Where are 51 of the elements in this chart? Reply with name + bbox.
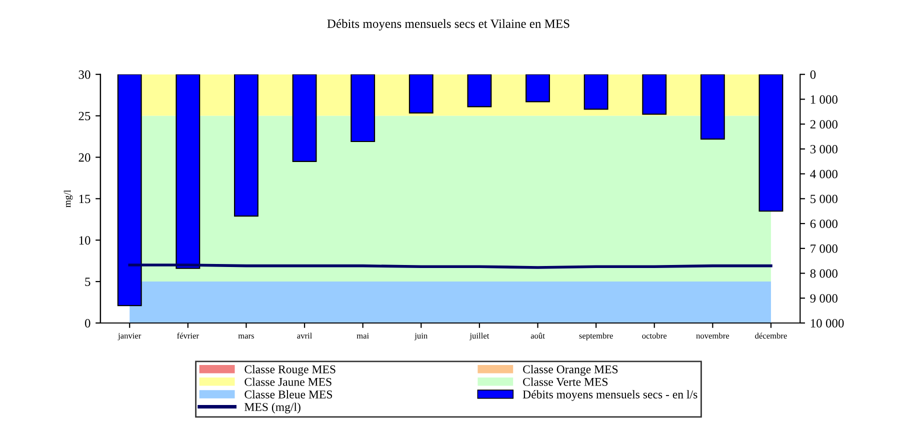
bar [467, 74, 492, 108]
legend-label: Classe Jaune MES [244, 378, 332, 386]
y2-tick-label: 8 000 [810, 269, 838, 278]
legend-label: Classe Verte MES [523, 378, 608, 386]
y2-tick-label: 6 000 [810, 220, 838, 228]
x-tick-label: septembre [579, 332, 613, 340]
x-tick-label: août [530, 332, 545, 339]
y2-tick-label: 5 000 [810, 194, 838, 204]
x-tick-label: mai [356, 332, 369, 339]
bar [758, 74, 784, 212]
y2-tick-label: 4 000 [810, 170, 838, 178]
x-tick-label: novembre [696, 332, 730, 339]
y2-tick-label: 0 [810, 70, 816, 79]
y-tick-label: 0 [84, 319, 90, 328]
y-tick-label: 30 [78, 70, 90, 79]
y2-tick-label: 2 000 [810, 120, 838, 129]
bar [234, 74, 258, 217]
x-tick-label: juin [414, 332, 428, 340]
y2-tick-label: 3 000 [810, 144, 838, 154]
legend-label: Classe Bleue MES [244, 390, 332, 398]
legend-label: Débits moyens mensuels secs - en l/s [522, 390, 698, 401]
y-tick-label: 15 [79, 194, 90, 204]
x-tick-label: avril [297, 332, 312, 339]
x-tick-label: février [177, 332, 199, 339]
bar [117, 74, 142, 306]
x-tick-label: juillet [469, 332, 490, 340]
chart-title: Débits moyens mensuels secs et Vilaine en MES [327, 19, 570, 31]
y2-tick-label: 1 000 [810, 95, 838, 104]
x-tick-label: octobre [642, 332, 667, 339]
legend-label: Classe Rouge MES [244, 365, 336, 376]
bar [526, 74, 550, 102]
y2-tick-label: 9 000 [810, 294, 838, 303]
legend-label: Classe Orange MES [523, 365, 618, 376]
bar [176, 74, 200, 269]
y-tick-label: 25 [78, 112, 90, 120]
bar [408, 74, 434, 114]
bar [292, 74, 317, 162]
x-tick-label: janvier [118, 332, 142, 340]
bar [584, 74, 608, 110]
bar [700, 74, 725, 140]
y-axis-title: mg/l [64, 190, 73, 208]
y2-tick-label: 7 000 [810, 244, 838, 253]
y-tick-label: 5 [85, 278, 90, 286]
legend-label: MES (mg/l) [244, 402, 300, 414]
y-tick-label: 10 [79, 236, 90, 245]
bar [642, 74, 667, 115]
x-tick-label: décembre [755, 332, 787, 339]
bar [350, 74, 376, 142]
y2-tick-label: 10 000 [810, 319, 844, 328]
x-tick-label: mars [238, 334, 254, 339]
y-tick-label: 20 [78, 153, 90, 162]
